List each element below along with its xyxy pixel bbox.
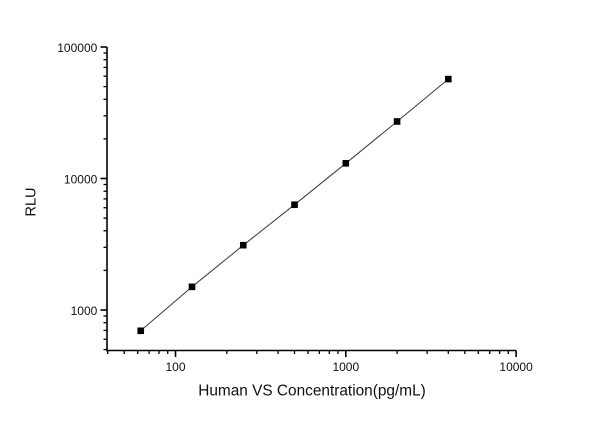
svg-text:100: 100: [165, 360, 185, 374]
svg-text:1000: 1000: [71, 304, 98, 318]
svg-text:1000: 1000: [332, 360, 359, 374]
svg-text:10000: 10000: [64, 172, 98, 186]
svg-text:100000: 100000: [57, 41, 97, 55]
svg-text:Human VS Concentration(pg/mL): Human VS Concentration(pg/mL): [198, 382, 426, 399]
svg-text:RLU: RLU: [24, 187, 40, 216]
svg-text:10000: 10000: [499, 360, 533, 374]
